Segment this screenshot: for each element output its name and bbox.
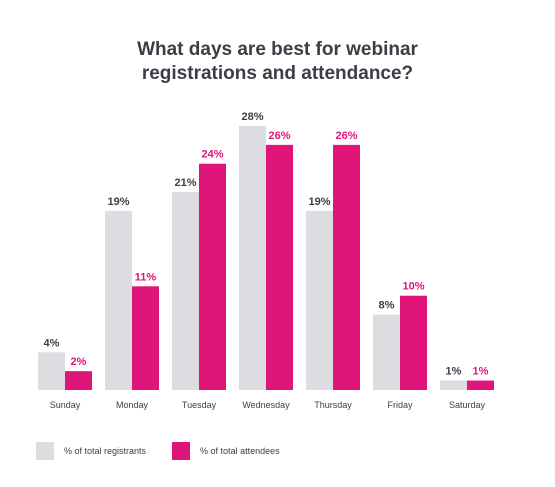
bar-chart: 4% 2% Sunday 19% 11% Monday 21% 24% Tuesday 28% 26… bbox=[38, 111, 494, 410]
bar-friday-registrants bbox=[373, 314, 400, 390]
data-label-saturday-registrants: 1% bbox=[446, 366, 462, 378]
bar-monday-registrants bbox=[105, 210, 132, 390]
data-label-wednesday-registrants: 28% bbox=[241, 111, 263, 123]
legend-label-attendees: % of total attendees bbox=[200, 446, 280, 456]
data-label-saturday-attendees: 1% bbox=[473, 366, 489, 378]
bar-tuesday-registrants bbox=[172, 192, 199, 390]
x-tick-label-thursday: Thursday bbox=[314, 400, 352, 410]
legend-item-registrants: % of total registrants bbox=[36, 442, 146, 460]
data-label-sunday-attendees: 2% bbox=[71, 356, 87, 368]
bar-thursday-attendees bbox=[333, 144, 360, 390]
bar-wednesday-registrants bbox=[239, 126, 266, 390]
x-tick-label-wednesday: Wednesday bbox=[242, 400, 290, 410]
data-label-tuesday-registrants: 21% bbox=[174, 177, 196, 189]
legend-swatch-registrants bbox=[36, 442, 54, 460]
x-tick-label-monday: Monday bbox=[116, 400, 149, 410]
legend-swatch-attendees bbox=[172, 442, 191, 460]
legend: % of total registrants % of total attend… bbox=[36, 442, 306, 460]
bar-friday-attendees bbox=[400, 295, 427, 390]
bar-thursday-registrants bbox=[306, 210, 333, 390]
data-label-sunday-registrants: 4% bbox=[44, 337, 60, 349]
data-label-wednesday-attendees: 26% bbox=[268, 130, 290, 142]
data-label-thursday-attendees: 26% bbox=[335, 130, 357, 142]
x-tick-label-tuesday: Tuesday bbox=[182, 400, 217, 410]
chart-title-line-1: What days are best for webinar bbox=[137, 39, 418, 60]
chart-title: What days are best for webinar registrat… bbox=[0, 38, 555, 86]
chart-title-line-2: registrations and attendance? bbox=[141, 63, 414, 84]
x-tick-label-sunday: Sunday bbox=[50, 400, 81, 410]
x-tick-label-friday: Friday bbox=[387, 400, 413, 410]
legend-label-registrants: % of total registrants bbox=[64, 446, 147, 456]
data-label-monday-attendees: 11% bbox=[135, 271, 157, 283]
bar-saturday-attendees bbox=[467, 380, 494, 390]
bar-sunday-registrants bbox=[38, 352, 65, 390]
bar-tuesday-attendees bbox=[199, 163, 226, 390]
data-label-friday-attendees: 10% bbox=[402, 281, 424, 293]
legend-item-attendees: % of total attendees bbox=[172, 442, 280, 460]
data-label-tuesday-attendees: 24% bbox=[201, 149, 223, 161]
bar-monday-attendees bbox=[132, 286, 159, 390]
data-label-friday-registrants: 8% bbox=[379, 300, 395, 312]
data-label-thursday-registrants: 19% bbox=[308, 196, 330, 208]
data-label-monday-registrants: 19% bbox=[107, 196, 129, 208]
x-tick-label-saturday: Saturday bbox=[449, 400, 486, 410]
bar-wednesday-attendees bbox=[266, 144, 293, 390]
bar-saturday-registrants bbox=[440, 380, 467, 390]
bar-sunday-attendees bbox=[65, 371, 92, 390]
